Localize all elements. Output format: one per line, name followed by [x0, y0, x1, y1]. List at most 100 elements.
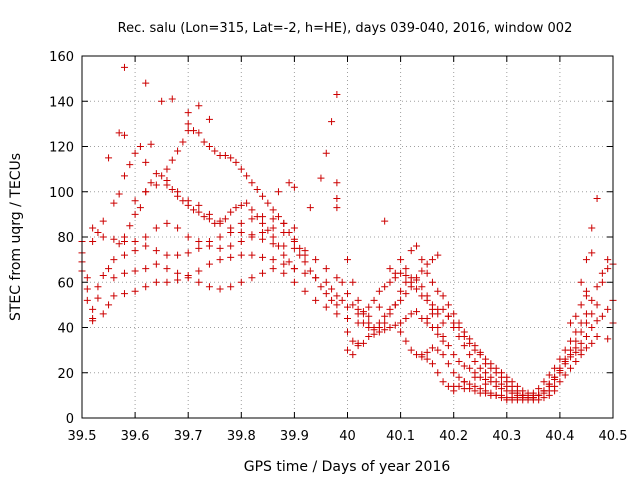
data-point	[370, 330, 378, 338]
data-point	[588, 339, 596, 347]
data-point	[211, 147, 219, 155]
data-point	[269, 233, 277, 241]
data-point	[476, 351, 484, 359]
data-point	[386, 310, 394, 318]
data-point	[120, 238, 128, 246]
x-tick-label: 40.2	[439, 429, 468, 444]
data-point	[450, 310, 458, 318]
data-point	[259, 269, 267, 277]
data-point	[248, 179, 256, 187]
data-point	[105, 154, 113, 162]
data-point	[195, 208, 203, 216]
data-point	[444, 360, 452, 368]
data-point	[184, 120, 192, 128]
data-point	[174, 269, 182, 277]
data-point	[545, 371, 553, 379]
data-point	[391, 274, 399, 282]
data-point	[227, 208, 235, 216]
data-point	[344, 314, 351, 322]
data-point	[418, 283, 426, 291]
data-point	[604, 265, 612, 273]
data-point	[423, 314, 431, 322]
data-point	[105, 301, 113, 309]
data-point	[195, 201, 203, 209]
data-point	[423, 269, 431, 277]
data-point	[248, 215, 256, 223]
data-point	[551, 373, 559, 381]
data-point	[227, 242, 235, 250]
data-point	[487, 373, 495, 381]
data-point	[593, 317, 601, 325]
data-point	[184, 197, 192, 205]
data-point	[205, 210, 213, 218]
data-point	[296, 244, 304, 252]
data-point	[482, 389, 490, 397]
data-point	[259, 228, 267, 236]
data-point	[94, 294, 102, 302]
data-point	[365, 333, 373, 341]
data-point	[428, 278, 436, 286]
data-point	[163, 219, 171, 227]
data-point	[120, 290, 128, 298]
data-point	[407, 247, 415, 255]
data-point	[317, 283, 325, 291]
data-point	[237, 278, 245, 286]
data-point	[407, 278, 415, 286]
data-point	[588, 324, 596, 331]
data-point	[582, 333, 590, 341]
data-point	[205, 260, 213, 268]
data-point	[253, 185, 261, 193]
data-point	[397, 287, 405, 295]
data-point	[434, 330, 442, 338]
data-point	[94, 283, 102, 291]
data-point	[482, 369, 490, 377]
data-point	[99, 233, 107, 241]
data-point	[328, 118, 336, 126]
data-point	[99, 271, 107, 279]
data-point	[312, 256, 320, 264]
data-point	[402, 337, 410, 345]
data-point	[338, 278, 346, 286]
data-point	[572, 312, 580, 320]
data-point	[397, 296, 405, 304]
data-point	[444, 301, 452, 309]
data-point	[221, 152, 229, 160]
data-point	[444, 382, 452, 390]
data-point	[333, 90, 341, 98]
data-point	[418, 267, 426, 275]
data-point	[434, 287, 442, 295]
data-point	[110, 274, 118, 282]
data-point	[444, 312, 452, 320]
data-point	[365, 324, 373, 331]
data-point	[195, 244, 203, 252]
data-point	[152, 181, 160, 189]
data-point	[322, 149, 330, 157]
data-point	[423, 355, 431, 363]
data-point	[131, 267, 139, 275]
data-point	[598, 278, 606, 286]
data-point	[593, 283, 601, 291]
y-tick-label: 0	[66, 412, 74, 427]
data-point	[163, 251, 171, 259]
data-point	[174, 188, 182, 196]
data-point	[359, 319, 367, 327]
data-point	[375, 287, 383, 295]
data-point	[216, 244, 224, 252]
data-point	[280, 260, 288, 268]
data-point	[205, 242, 213, 250]
data-point	[317, 174, 325, 182]
data-point	[89, 305, 97, 313]
data-point	[142, 233, 150, 241]
data-points	[78, 63, 617, 404]
data-point	[598, 269, 606, 277]
data-point	[333, 204, 341, 212]
data-point	[184, 249, 192, 257]
data-point	[460, 333, 468, 341]
data-point	[280, 219, 288, 227]
data-point	[269, 240, 277, 248]
data-point	[89, 224, 97, 232]
data-point	[110, 256, 118, 264]
data-point	[455, 382, 463, 390]
data-point	[227, 283, 235, 291]
data-point	[131, 247, 139, 255]
